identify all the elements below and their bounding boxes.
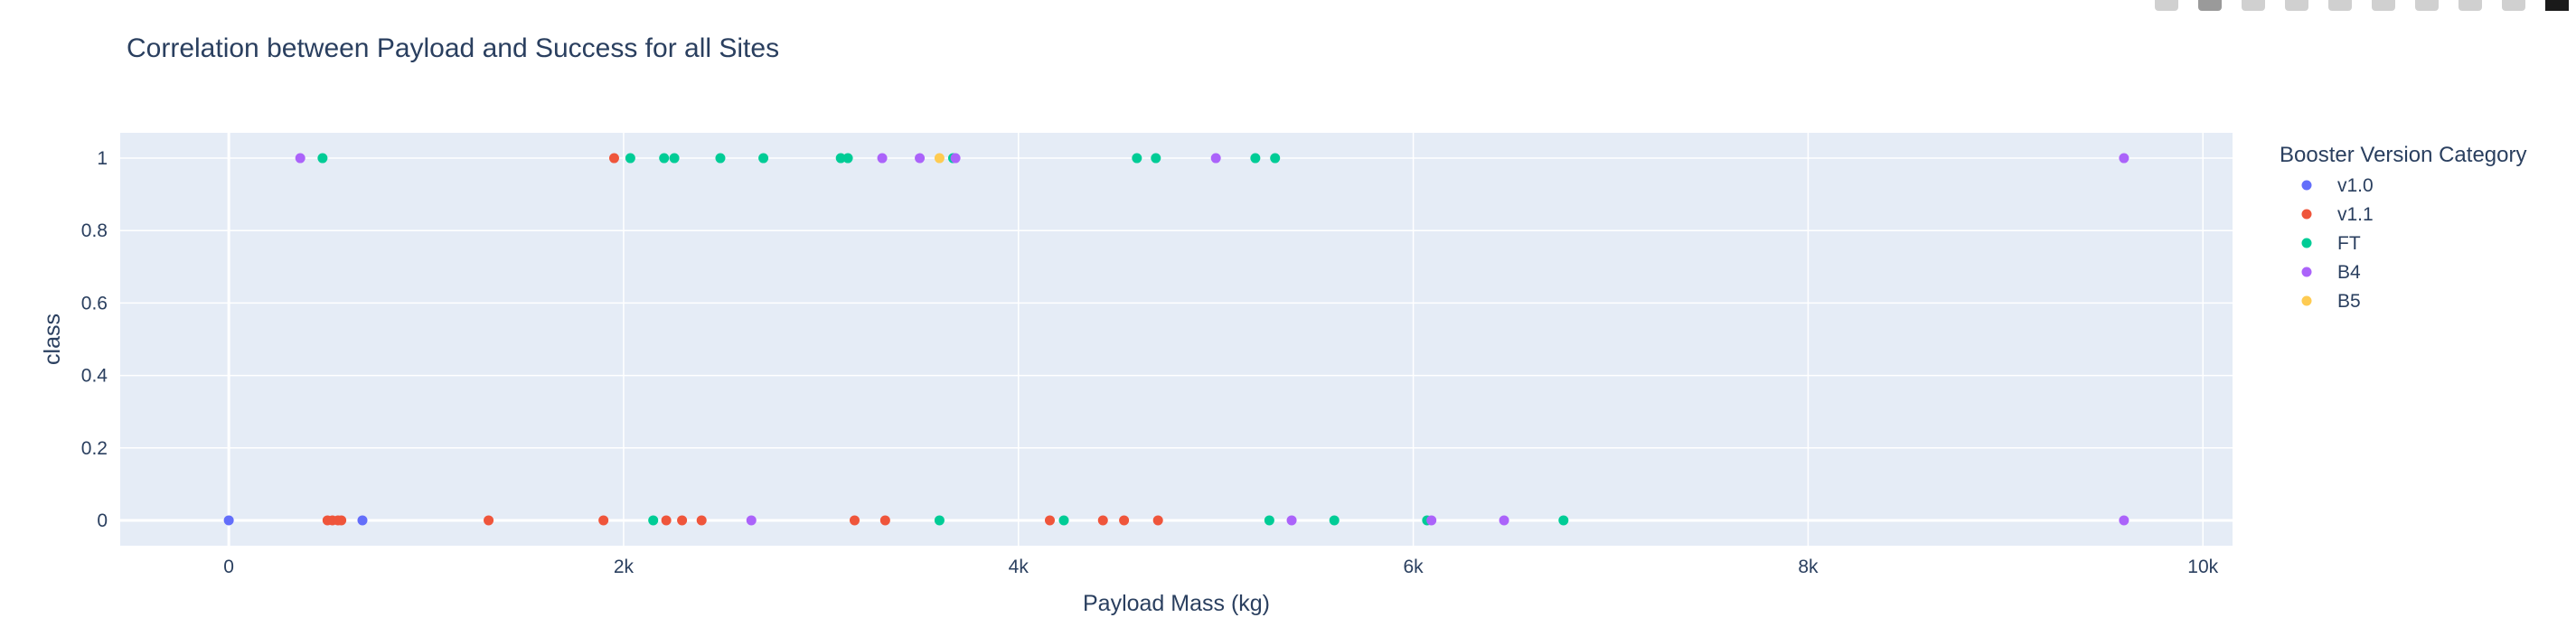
point-b4[interactable] [1210, 153, 1221, 164]
point-ft[interactable] [669, 153, 680, 164]
point-ft[interactable] [659, 153, 670, 164]
legend-label: FT [2337, 233, 2361, 254]
legend-item-b4[interactable]: B4 [2301, 262, 2362, 283]
reset-axes-icon[interactable] [2502, 0, 2525, 11]
point-b4[interactable] [950, 153, 961, 164]
point-v1-1[interactable] [336, 515, 347, 526]
point-b4[interactable] [746, 515, 757, 526]
point-v1-1[interactable] [849, 515, 860, 526]
y-tick-label: 1 [97, 148, 108, 169]
y-tick-label: 0 [97, 510, 108, 531]
y-tick-label: 0.8 [81, 220, 108, 241]
modebar [2155, 0, 2576, 13]
point-v1-1[interactable] [879, 515, 890, 526]
legend-item-v1-1[interactable]: v1.1 [2301, 204, 2374, 225]
point-ft[interactable] [835, 153, 846, 164]
point-v1-1[interactable] [1044, 515, 1055, 526]
point-ft[interactable] [1329, 515, 1340, 526]
legend-label: v1.1 [2337, 204, 2374, 225]
point-ft[interactable] [1058, 515, 1069, 526]
point-v1-1[interactable] [661, 515, 672, 526]
point-ft[interactable] [625, 153, 635, 164]
point-b4[interactable] [877, 153, 888, 164]
point-v1-0[interactable] [357, 515, 368, 526]
chart-title: Correlation between Payload and Success … [127, 33, 779, 63]
legend-label: B5 [2337, 291, 2361, 312]
point-ft[interactable] [758, 153, 769, 164]
point-b4[interactable] [2119, 153, 2129, 164]
grid-lines [120, 133, 2233, 546]
point-v1-1[interactable] [598, 515, 609, 526]
point-ft[interactable] [1264, 515, 1274, 526]
point-v1-1[interactable] [677, 515, 688, 526]
legend-item-ft[interactable]: FT [2301, 233, 2361, 254]
y-tick-label: 0.4 [81, 366, 108, 387]
point-v1-1[interactable] [1119, 515, 1130, 526]
y-axis-ticks: 0 0.2 0.4 0.6 0.8 1 [81, 148, 108, 531]
camera-icon[interactable] [2155, 0, 2178, 11]
x-axis-title: Payload Mass (kg) [1083, 591, 1270, 616]
point-v1-1[interactable] [1152, 515, 1163, 526]
legend-item-v1-0[interactable]: v1.0 [2301, 175, 2374, 196]
pan-icon[interactable] [2242, 0, 2265, 11]
zoom-out-icon[interactable] [2415, 0, 2439, 11]
point-b4[interactable] [1286, 515, 1297, 526]
autoscale-icon[interactable] [2458, 0, 2482, 11]
legend-marker [2301, 295, 2312, 306]
point-ft[interactable] [1250, 153, 1261, 164]
point-ft[interactable] [1270, 153, 1281, 164]
point-ft[interactable] [1132, 153, 1142, 164]
scatter-points [223, 153, 2129, 526]
x-tick-label: 8k [1798, 557, 1819, 577]
legend-label: v1.0 [2337, 175, 2374, 196]
legend-marker [2301, 267, 2312, 277]
point-ft[interactable] [934, 515, 945, 526]
legend-label: B4 [2337, 262, 2361, 283]
x-axis-ticks: 0 2k 4k 6k 8k 10k [223, 557, 2218, 577]
point-b5[interactable] [934, 153, 945, 164]
y-axis-title: class [40, 314, 65, 365]
legend-marker [2301, 209, 2312, 220]
point-ft[interactable] [1558, 515, 1569, 526]
y-tick-label: 0.2 [81, 438, 108, 459]
point-b4[interactable] [2119, 515, 2129, 526]
plot-area[interactable] [120, 133, 2233, 546]
zoom-icon[interactable] [2198, 0, 2222, 11]
point-b4[interactable] [1499, 515, 1509, 526]
box-select-icon[interactable] [2285, 0, 2308, 11]
x-tick-label: 2k [614, 557, 635, 577]
x-tick-label: 6k [1403, 557, 1424, 577]
point-v1-1[interactable] [696, 515, 707, 526]
point-ft[interactable] [648, 515, 659, 526]
legend-item-b5[interactable]: B5 [2301, 291, 2361, 312]
point-ft[interactable] [1151, 153, 1161, 164]
point-v1-1[interactable] [608, 153, 619, 164]
point-b4[interactable] [1426, 515, 1437, 526]
zoom-in-icon[interactable] [2372, 0, 2395, 11]
legend-marker [2301, 238, 2312, 248]
point-ft[interactable] [715, 153, 726, 164]
legend: Booster Version Category v1.0 v1.1 FT B4 B5 [2280, 143, 2526, 312]
point-ft[interactable] [317, 153, 328, 164]
point-ft[interactable] [842, 153, 853, 164]
point-v1-1[interactable] [1097, 515, 1108, 526]
point-v1-1[interactable] [484, 515, 494, 526]
point-b4[interactable] [915, 153, 926, 164]
legend-title: Booster Version Category [2280, 143, 2526, 167]
x-tick-label: 4k [1009, 557, 1029, 577]
x-tick-label: 0 [223, 557, 234, 577]
legend-marker [2301, 180, 2312, 191]
x-tick-label: 10k [2187, 557, 2218, 577]
point-b4[interactable] [295, 153, 306, 164]
plotly-logo-icon[interactable] [2545, 0, 2569, 11]
point-v1-0[interactable] [223, 515, 234, 526]
y-tick-label: 0.6 [81, 293, 108, 314]
lasso-icon[interactable] [2328, 0, 2352, 11]
